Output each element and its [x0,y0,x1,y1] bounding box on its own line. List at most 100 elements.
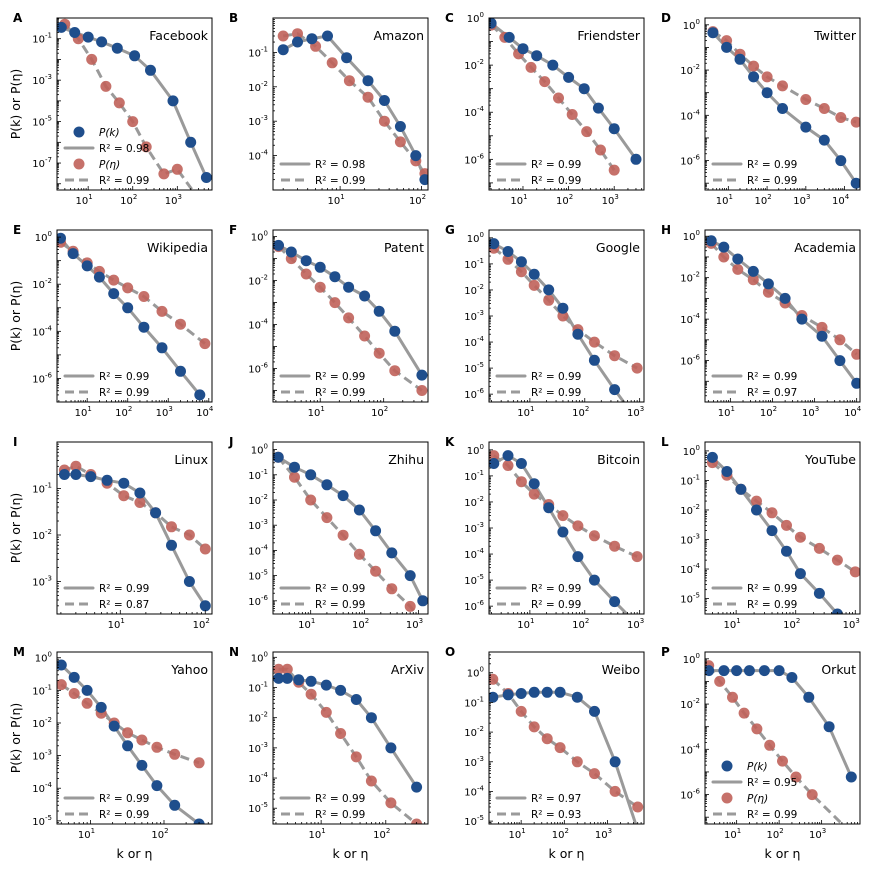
y-tick-base: 10 [32,531,45,542]
fit-line-eta [277,456,419,614]
data-point-k [365,712,377,724]
data-point-eta [632,801,644,813]
plot-frame [272,17,429,191]
data-point-k [96,36,108,48]
data-point-k [410,150,422,162]
data-point-k [273,451,284,463]
y-tick-label: 10-5 [32,115,52,129]
data-point-eta [353,548,365,560]
panel-g-google: 101 102 10310-610-510-410-310-210-1100GGoo… [445,223,645,419]
legend-r2-eta: R² = 0.99 [747,809,797,821]
panel-letter: F [229,223,237,237]
y-tick-exponent: -2 [261,711,268,719]
x-tick-exponent: 2 [205,617,209,625]
panel-letter: D [661,11,671,25]
data-point-eta [158,168,170,180]
x-tick-label: 103 [843,617,860,631]
data-point-eta [608,164,620,176]
data-point-k [718,665,730,677]
data-point-eta [589,768,600,780]
r2-prefix: R² = [747,175,774,187]
legend-r2-k: R² = 0.99 [747,159,797,171]
legend-r2-k: R² = 0.99 [99,371,149,383]
x-tick-exponent: 3 [168,405,172,413]
x-tick-base: 10 [793,196,806,207]
data-point-eta [541,733,553,745]
data-point-k [721,41,733,53]
data-point-eta [394,136,406,148]
data-point-eta [515,705,527,717]
data-point-k [721,466,733,477]
x-tick-label: 102 [120,193,137,207]
data-point-k [543,502,555,514]
data-point-k [145,64,156,76]
y-tick-label: 10-5 [464,814,484,828]
y-tick-base: 10 [464,758,477,769]
legend-r2-k: R² = 0.99 [99,793,149,805]
data-point-eta [378,115,390,127]
y-tick-label: 10-3 [464,755,484,769]
x-tick-base: 10 [809,830,822,841]
y-tick-base: 10 [32,719,45,730]
x-tick-label: 101 [78,827,95,841]
x-tick-label: 102 [371,405,388,419]
x-tick-exponent: 2 [384,405,388,413]
x-tick-label: 103 [595,827,612,841]
y-tick-label: 10-2 [680,63,700,77]
x-tick-label: 102 [552,827,569,841]
r2-value-k: 0.98 [342,159,365,171]
y-tick-exponent: -3 [477,521,484,529]
data-point-eta [554,742,566,754]
data-point-k [273,239,284,251]
legend-r2-k: R² = 0.99 [315,583,365,595]
y-tick-exponent: -4 [261,318,269,326]
x-tick-exponent: 3 [855,617,859,625]
y-tick-label: 10-1 [32,481,52,495]
y-tick-exponent: -2 [45,277,52,285]
data-point-eta [156,305,168,317]
r2-prefix: R² = [315,583,342,595]
y-tick-label: 10-5 [32,814,52,828]
x-tick-base: 10 [595,830,608,841]
y-tick-base: 10 [464,312,477,323]
data-point-eta [273,663,285,675]
fit-line-k [59,236,202,397]
data-point-k [609,756,621,768]
data-point-eta [609,540,621,552]
x-tick-exponent: 2 [164,827,168,835]
fit-line-k [281,34,427,182]
x-tick-label: 102 [572,405,589,419]
x-tick-label: 101 [76,193,93,207]
x-tick-exponent: 2 [569,193,573,201]
fit-line-k [276,455,425,603]
y-tick-exponent: 0 [696,444,700,452]
y-tick-label: 10-1 [32,683,52,697]
panel-l-youtube: 101 102 10310-510-410-310-210-1100LYouTube… [661,435,861,631]
y-tick-base: 10 [248,83,261,94]
data-point-k [82,31,94,43]
x-tick-base: 10 [832,196,845,207]
x-tick-exponent: 3 [614,193,618,201]
x-tick-label: 101 [309,827,326,841]
x-tick-exponent: 1 [737,827,741,835]
y-tick-exponent: -2 [693,503,700,511]
y-tick-exponent: -4 [693,108,701,116]
y-tick-exponent: -2 [693,271,700,279]
x-tick-label: 101 [716,193,733,207]
y-tick-exponent: -1 [261,468,268,476]
y-tick-label: 10-4 [248,771,268,785]
y-tick-label: 10-4 [680,742,700,756]
data-point-eta [171,163,183,175]
y-tick-base: 10 [32,118,45,129]
x-axis-label-col-1: k or η [117,846,153,861]
x-tick-base: 10 [193,620,206,631]
y-tick-label: 10-6 [464,387,484,401]
y-tick-label: 10-2 [464,725,484,739]
x-tick-label: 103 [627,617,644,631]
y-tick-exponent: 0 [480,443,484,451]
y-tick-exponent: -4 [261,543,269,551]
data-point-k [850,177,860,189]
